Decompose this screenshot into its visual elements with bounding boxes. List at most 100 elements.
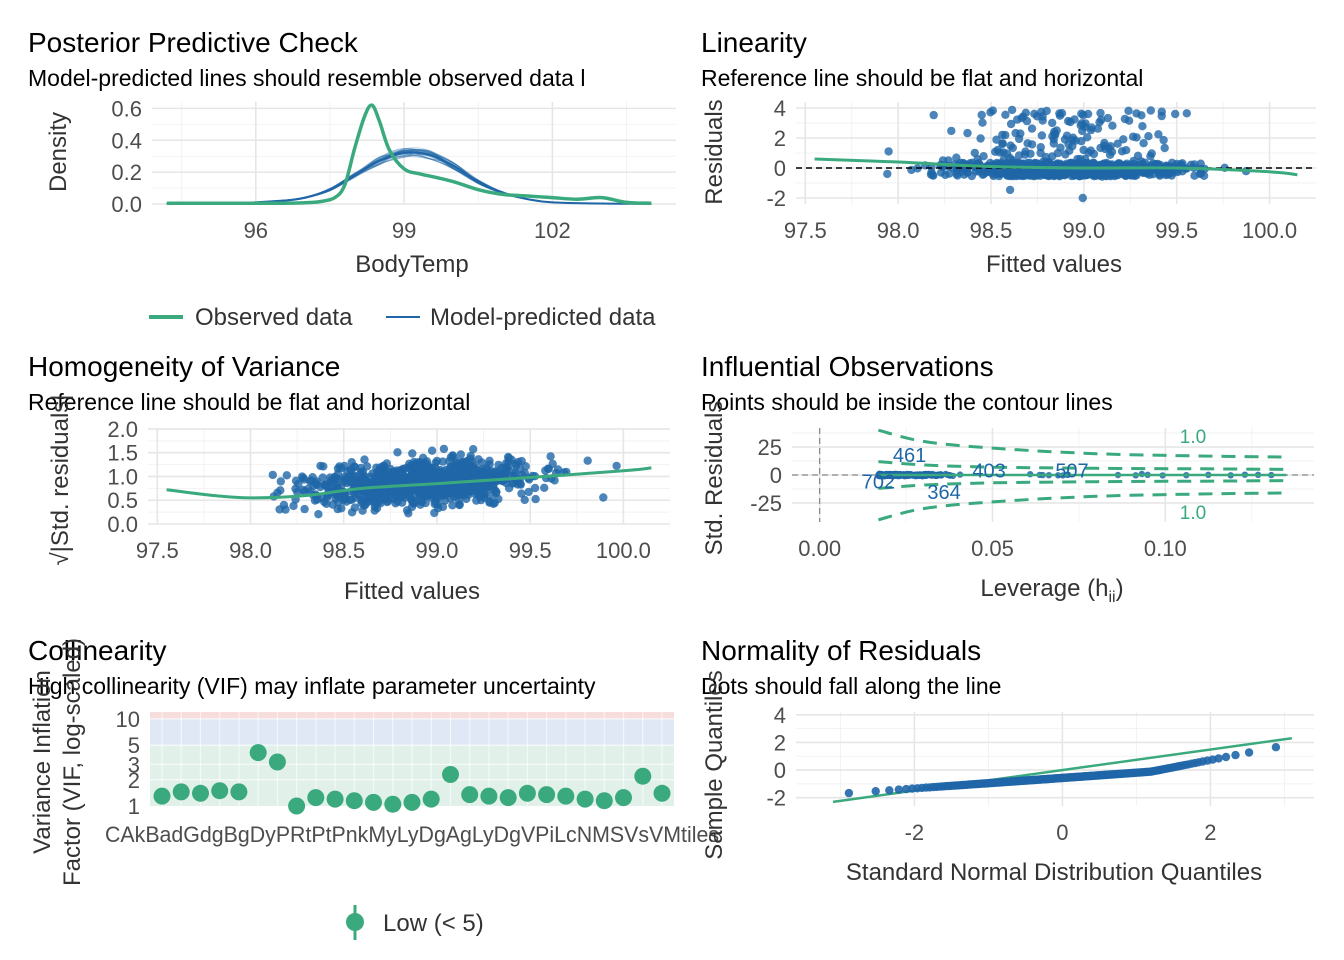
normality-x-tick-label: -2: [905, 820, 925, 845]
residual-point: [929, 110, 938, 120]
std-residual-point: [300, 504, 309, 514]
collinearity-subtitle: High collinearity (VIF) may inflate para…: [28, 673, 596, 699]
vif-point: [499, 789, 517, 807]
vif-point: [595, 792, 613, 810]
linearity-x-tick-label: 97.5: [784, 218, 827, 243]
std-residual-point: [405, 489, 415, 498]
model-predicted-density-line: [166, 149, 652, 205]
model-predicted-density-line: [166, 151, 652, 205]
panel-linearity: Linearity Reference line should be flat …: [701, 27, 1316, 278]
residual-point: [1132, 133, 1141, 142]
model-predicted-density-line: [166, 153, 652, 205]
model-predicted-density-line: [166, 150, 652, 205]
collinearity-y-tick-label: 5: [128, 733, 140, 758]
std-residual-point: [550, 476, 559, 485]
residual-point: [1061, 168, 1070, 178]
vif-point: [288, 797, 306, 815]
vif-point: [653, 784, 671, 802]
vif-point: [172, 783, 190, 801]
loess-line: [166, 466, 652, 500]
residual-point: [883, 169, 892, 179]
influential-plot-area: 0.00 0.05 0.10 -25 0 25 1.0 1.0 461 702 364 403 507: [750, 427, 1314, 561]
residual-point: [1103, 113, 1113, 123]
legend-observed-label: Observed data: [195, 304, 353, 331]
std-residual-point: [375, 474, 384, 484]
std-residual-point: [503, 463, 513, 472]
residual-point: [1078, 193, 1088, 203]
ppc-y-tick-label: 0.2: [111, 160, 142, 185]
normality-x-axis-label: Standard Normal Distribution Quantiles: [846, 859, 1262, 886]
std-residual-point: [333, 497, 343, 507]
std-residual-point: [546, 452, 555, 461]
residual-point: [1097, 115, 1106, 125]
linearity-x-tick-label: 100.0: [1242, 218, 1297, 243]
qq-point: [1214, 754, 1223, 763]
collinearity-y-tick-label: 3: [128, 752, 140, 777]
linearity-y-tick-label: -2: [766, 186, 786, 211]
model-predicted-density-line: [166, 149, 652, 205]
residual-point: [1078, 171, 1087, 180]
std-residual-point: [431, 498, 440, 507]
qq-point: [894, 785, 903, 794]
ppc-x-tick-label: 99: [392, 218, 416, 243]
vif-point: [211, 782, 229, 800]
residual-point: [1096, 108, 1105, 118]
std-residual-point: [289, 501, 298, 511]
influential-y-tick-label: -25: [750, 491, 782, 516]
model-predicted-density-line: [166, 149, 652, 205]
loess-line: [814, 157, 1298, 177]
std-residual-point: [382, 497, 392, 507]
residual-point: [1118, 169, 1128, 178]
linearity-y-tick-label: 2: [774, 126, 786, 151]
vif-point: [230, 783, 248, 801]
residual-point: [1048, 118, 1057, 128]
residual-point: [1146, 106, 1156, 115]
homogeneity-x-tick-label: 98.5: [322, 538, 365, 563]
residual-point: [952, 153, 961, 162]
legend-low-swatch-dot: [346, 913, 364, 931]
model-predicted-density-line: [166, 150, 652, 205]
model-predicted-density-line: [166, 153, 652, 205]
std-residual-point: [309, 481, 318, 491]
residual-point: [1124, 116, 1134, 125]
residual-point: [1005, 185, 1015, 195]
std-residual-point: [413, 484, 423, 494]
std-residual-point: [484, 482, 493, 491]
std-residual-point: [314, 510, 323, 519]
std-residual-point: [583, 456, 592, 465]
qq-point: [871, 787, 880, 796]
model-predicted-density-line: [166, 149, 652, 205]
vif-point: [345, 792, 363, 810]
collinearity-title: Collinearity: [28, 635, 167, 666]
residual-point: [1056, 143, 1065, 152]
influential-y-tick-label: 0: [770, 463, 782, 488]
normality-title: Normality of Residuals: [701, 635, 981, 666]
std-residual-point: [393, 497, 402, 506]
vif-point: [461, 786, 479, 804]
observed-density-line: [166, 103, 652, 205]
residual-point: [997, 169, 1007, 178]
linearity-y-tick-label: 4: [774, 96, 786, 121]
qq-point: [885, 786, 894, 795]
vif-point: [538, 786, 556, 804]
residual-point: [1128, 168, 1137, 177]
std-residual-point: [530, 483, 540, 493]
panel-normality: Normality of Residuals Dots should fall …: [701, 635, 1314, 886]
residual-point: [1196, 159, 1205, 168]
std-residual-point: [524, 487, 533, 497]
influential-subtitle: Points should be inside the contour line…: [701, 389, 1113, 415]
homogeneity-x-tick-label: 99.0: [416, 538, 459, 563]
ppc-y-tick-label: 0.0: [111, 192, 142, 217]
model-predicted-density-line: [166, 151, 652, 205]
std-residual-point: [472, 465, 481, 475]
std-residual-point: [416, 500, 425, 509]
model-predicted-density-line: [166, 150, 652, 205]
model-predicted-density-line: [166, 149, 652, 205]
std-residual-point: [340, 461, 349, 471]
residual-point: [1124, 106, 1133, 116]
ppc-legend: Observed data Model-predicted data: [149, 304, 656, 331]
model-predicted-density-line: [166, 154, 652, 205]
std-residual-point: [394, 470, 403, 480]
std-residual-point: [520, 468, 529, 478]
